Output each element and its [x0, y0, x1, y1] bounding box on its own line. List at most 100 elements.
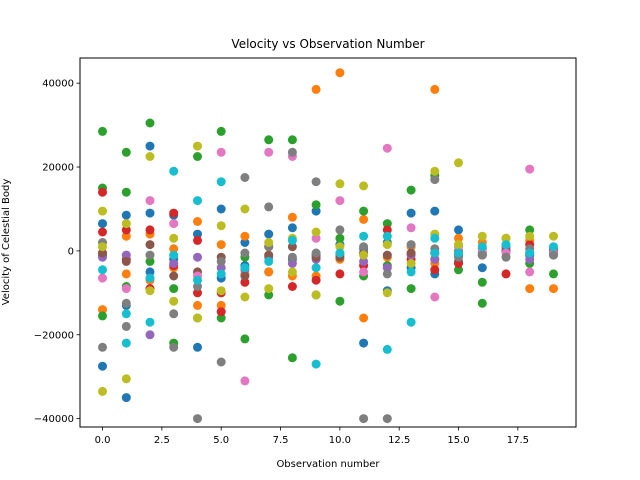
data-point: [382, 231, 392, 241]
data-point: [311, 263, 321, 273]
data-point: [335, 179, 345, 189]
data-point: [501, 252, 511, 262]
data-point: [169, 233, 179, 243]
data-point: [145, 317, 155, 327]
data-point: [382, 288, 392, 298]
data-point: [98, 386, 107, 396]
data-point: [406, 248, 416, 258]
data-point: [193, 252, 202, 262]
data-point: [145, 240, 155, 250]
y-tick-label: 40000: [42, 79, 74, 90]
data-point: [193, 414, 202, 424]
x-tick-label: 5.0: [213, 435, 229, 446]
data-point: [145, 196, 155, 206]
data-point: [430, 166, 440, 176]
data-point: [216, 204, 226, 214]
x-tick-label: 2.5: [154, 435, 170, 446]
data-point: [430, 254, 440, 264]
data-point: [193, 152, 202, 161]
data-point: [430, 206, 440, 216]
data-point: [477, 231, 487, 241]
data-point: [382, 269, 392, 279]
data-point: [359, 256, 369, 266]
data-point: [477, 242, 487, 252]
data-point: [264, 256, 274, 266]
data-point: [311, 290, 321, 300]
data-point: [454, 233, 463, 243]
data-point: [264, 284, 274, 294]
data-point: [98, 126, 107, 136]
data-point: [193, 141, 202, 151]
data-point: [549, 231, 558, 241]
data-point: [121, 231, 131, 241]
data-point: [145, 141, 155, 151]
data-point: [335, 225, 345, 235]
data-point: [311, 84, 321, 94]
data-point: [145, 273, 155, 283]
data-point: [525, 231, 535, 241]
data-point: [430, 84, 440, 94]
data-point: [240, 277, 250, 287]
data-point: [382, 240, 392, 250]
data-point: [193, 275, 202, 285]
data-point: [216, 307, 226, 317]
data-point: [430, 265, 440, 275]
data-point: [98, 311, 107, 321]
data-point: [121, 250, 131, 260]
data-point: [264, 229, 274, 239]
data-points: [98, 68, 558, 424]
data-point: [145, 286, 155, 296]
data-point: [454, 259, 463, 268]
data-point: [287, 252, 297, 262]
data-point: [193, 196, 202, 206]
data-point: [121, 374, 131, 384]
data-point: [477, 263, 487, 273]
x-axis-label: Observation number: [276, 459, 380, 470]
data-point: [525, 225, 535, 235]
data-point: [359, 206, 369, 216]
data-point: [311, 206, 321, 216]
x-tick-label: 0.0: [95, 435, 111, 446]
x-tick-label: 7.5: [273, 435, 289, 446]
data-point: [193, 229, 202, 239]
data-point: [145, 118, 155, 128]
data-point: [216, 313, 226, 323]
data-point: [145, 208, 155, 218]
data-point: [335, 296, 345, 306]
data-point: [98, 206, 107, 216]
data-point: [145, 250, 155, 260]
data-point: [98, 273, 107, 283]
data-point: [264, 202, 274, 212]
x-tick-label: 12.5: [388, 435, 410, 446]
data-point: [335, 233, 345, 243]
data-point: [287, 212, 297, 222]
data-point: [335, 248, 345, 258]
data-point: [287, 235, 297, 245]
data-point: [216, 269, 226, 279]
data-point: [454, 248, 463, 258]
x-tick-label: 10.0: [329, 435, 351, 446]
data-point: [549, 269, 558, 279]
data-point: [311, 359, 321, 369]
data-point: [121, 393, 131, 403]
data-point: [240, 292, 250, 302]
data-point: [382, 219, 392, 229]
data-point: [169, 166, 179, 176]
data-point: [454, 158, 463, 168]
data-point: [525, 164, 535, 174]
data-point: [121, 210, 131, 220]
data-point: [121, 225, 131, 235]
data-point: [525, 254, 535, 264]
data-point: [193, 342, 202, 352]
data-point: [430, 248, 440, 258]
data-point: [311, 177, 321, 187]
data-point: [216, 263, 226, 273]
data-point: [216, 256, 226, 266]
data-point: [216, 286, 226, 296]
data-point: [359, 231, 369, 241]
data-point: [264, 238, 274, 247]
data-point: [382, 225, 392, 235]
plot-frame: [79, 57, 577, 428]
data-point: [454, 225, 463, 235]
